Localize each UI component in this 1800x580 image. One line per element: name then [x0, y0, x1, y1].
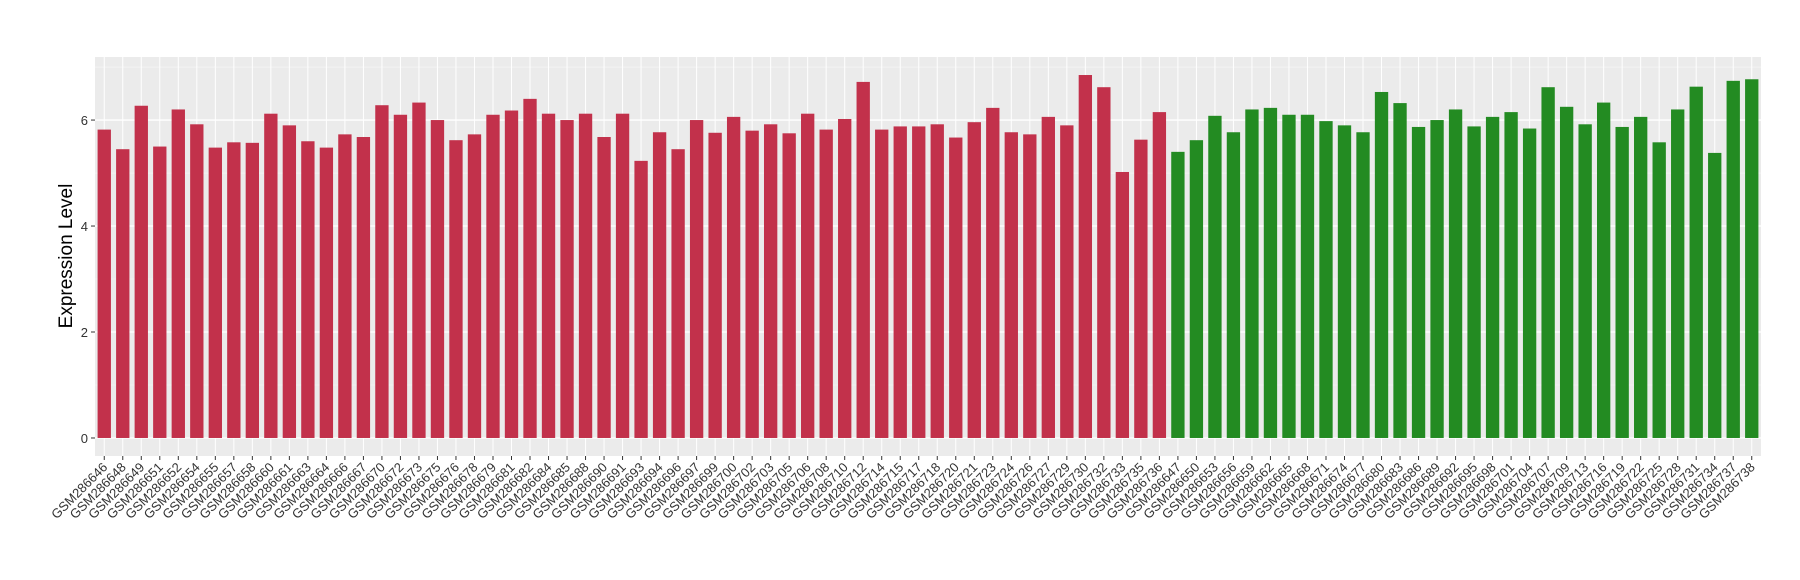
bar — [1208, 115, 1222, 438]
y-tick-label: 0 — [81, 431, 88, 446]
bar — [634, 160, 648, 438]
bar — [615, 113, 630, 438]
bar — [504, 110, 519, 438]
bar — [523, 98, 537, 438]
y-axis-label: Expression Level — [56, 184, 77, 329]
bar — [301, 141, 315, 438]
bar — [393, 114, 408, 438]
bar — [1726, 80, 1740, 438]
bar — [1411, 126, 1426, 438]
bar — [708, 132, 722, 438]
bar — [1226, 132, 1241, 438]
bar — [1485, 116, 1500, 438]
bar — [1282, 114, 1296, 438]
bar — [1504, 112, 1518, 438]
bar — [153, 146, 167, 438]
bar — [578, 113, 593, 438]
bar — [726, 116, 741, 438]
bar — [912, 126, 926, 438]
bar — [1689, 86, 1703, 438]
bar — [356, 137, 371, 438]
plot-panel — [95, 57, 1761, 456]
bar — [171, 109, 185, 438]
bar — [1245, 109, 1259, 438]
bar — [652, 132, 667, 438]
bar — [245, 142, 260, 438]
bar — [1115, 171, 1130, 438]
bar — [1522, 128, 1537, 438]
bar — [560, 120, 574, 438]
bar — [338, 134, 352, 438]
bar — [1171, 151, 1185, 438]
bar — [1467, 126, 1481, 438]
bar — [1596, 102, 1611, 438]
bar — [319, 147, 334, 438]
bar — [134, 105, 148, 438]
bar — [1041, 116, 1055, 438]
bar — [856, 81, 870, 438]
bar — [1097, 87, 1111, 438]
bar — [1319, 121, 1333, 438]
bar — [986, 107, 1000, 438]
bar — [875, 129, 889, 438]
bar — [782, 133, 796, 438]
bar — [541, 113, 556, 438]
bar — [467, 134, 482, 438]
bar — [1300, 114, 1315, 438]
bar — [1541, 87, 1555, 438]
bar — [1263, 107, 1278, 438]
bar — [1559, 106, 1574, 438]
bar — [375, 105, 389, 438]
bar — [1356, 132, 1370, 438]
bar — [671, 149, 685, 438]
bar — [430, 120, 445, 438]
bar — [412, 102, 426, 438]
bar — [597, 137, 611, 438]
bar — [763, 124, 778, 438]
bar — [1652, 142, 1666, 438]
bar — [1134, 139, 1148, 438]
bar — [1337, 125, 1352, 438]
bar — [1374, 91, 1389, 438]
bar — [967, 122, 981, 438]
bar — [227, 142, 241, 438]
bar — [282, 125, 297, 438]
bar — [486, 114, 500, 438]
bar — [97, 129, 111, 438]
bar — [801, 113, 815, 438]
bar — [208, 147, 222, 438]
bar — [1745, 79, 1759, 438]
bar — [930, 124, 944, 438]
bar — [1023, 134, 1037, 438]
bar — [838, 118, 852, 438]
bar — [1708, 152, 1722, 438]
bar — [949, 137, 963, 438]
bar — [1393, 103, 1407, 438]
bar — [1578, 124, 1592, 438]
bar — [1189, 140, 1204, 438]
bar — [689, 120, 704, 438]
bar — [1152, 112, 1167, 438]
bar — [1671, 109, 1685, 438]
bar — [449, 140, 463, 438]
bar — [1004, 132, 1018, 438]
bar — [745, 130, 759, 438]
bar — [1078, 75, 1093, 438]
bar — [1448, 109, 1463, 438]
bar — [1634, 116, 1648, 438]
y-tick-label: 6 — [81, 113, 88, 128]
y-tick-label: 4 — [81, 219, 88, 234]
bar — [116, 149, 130, 438]
bar — [190, 124, 204, 438]
bar — [819, 129, 833, 438]
y-tick-label: 2 — [81, 325, 88, 340]
bar — [264, 113, 278, 438]
bar — [893, 126, 907, 438]
bar — [1430, 120, 1444, 438]
bar — [1060, 125, 1074, 438]
bar — [1615, 126, 1629, 438]
